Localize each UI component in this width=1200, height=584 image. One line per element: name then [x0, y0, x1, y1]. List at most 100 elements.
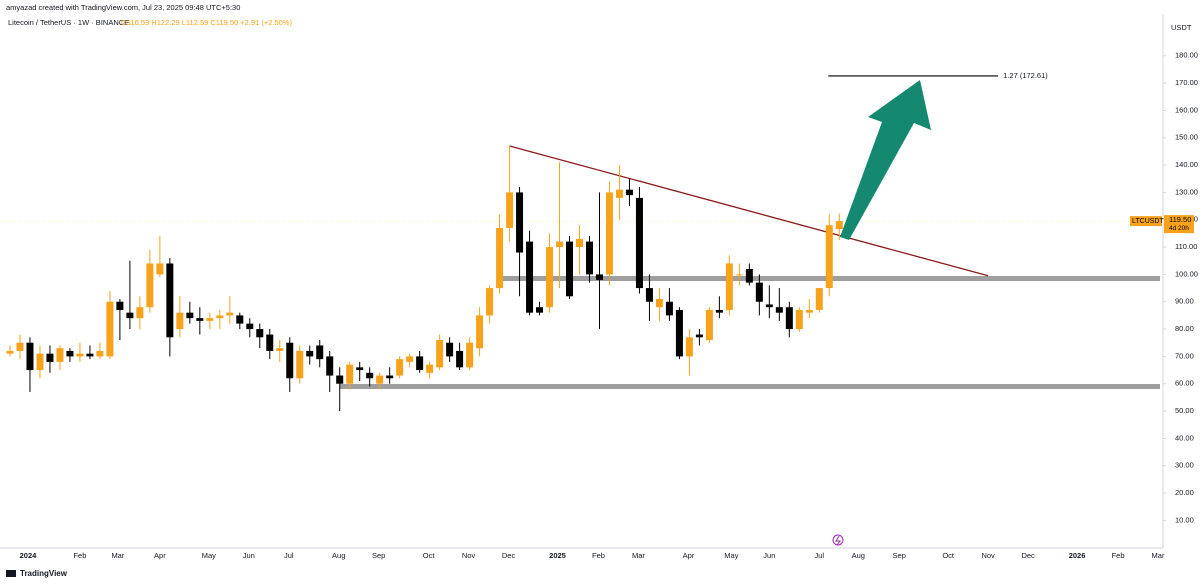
y-tick-label: 130.00 [1175, 187, 1198, 196]
candle-body [56, 348, 64, 362]
candle-body [376, 375, 384, 384]
fib-label: 1.27 (172.61) [1003, 71, 1048, 80]
candle-body [216, 315, 224, 319]
candle-body [356, 367, 364, 371]
price-tag-bg [1164, 215, 1194, 234]
y-tick-label: 90.00 [1175, 297, 1194, 306]
candle-body [665, 301, 673, 316]
candle-body [675, 309, 683, 357]
x-tick-label: Feb [1112, 551, 1125, 560]
candle-body [625, 189, 633, 196]
event-icon-bolt [835, 535, 841, 546]
y-tick-label: 100.00 [1175, 269, 1198, 278]
y-tick-label: 140.00 [1175, 160, 1198, 169]
candle-body [316, 345, 324, 360]
x-tick-label: Oct [942, 551, 955, 560]
candle-body [725, 263, 733, 310]
arrow-annotation [840, 80, 931, 240]
x-tick-label: Aug [852, 551, 865, 560]
y-tick-label: 50.00 [1175, 406, 1194, 415]
y-tick-label: 40.00 [1175, 433, 1194, 442]
x-tick-label: 2026 [1069, 551, 1086, 560]
candle-body [615, 189, 623, 198]
candle-body [576, 238, 584, 248]
price-tag-countdown: 4d 20h [1169, 225, 1189, 232]
candle-body [346, 364, 354, 384]
candle-body [595, 274, 603, 280]
x-tick-label: Aug [332, 551, 345, 560]
x-tick-label: Nov [981, 551, 995, 560]
candle-body [805, 309, 813, 313]
x-tick-label: Sep [893, 551, 906, 560]
price-tag-symbol-bg [1130, 216, 1162, 227]
candle-body [276, 348, 284, 351]
y-tick-label: 110.00 [1175, 242, 1197, 251]
candle-body [645, 288, 653, 302]
candle-body [106, 301, 114, 357]
x-tick-label: Apr [154, 551, 166, 560]
x-tick-label: Jun [243, 551, 255, 560]
y-tick-label: 30.00 [1175, 461, 1194, 470]
candle-body [186, 312, 194, 319]
x-tick-label: Dec [502, 551, 516, 560]
candle-body [166, 263, 174, 338]
candle-body [695, 334, 703, 338]
candle-body [266, 334, 274, 351]
candle-body [815, 288, 823, 310]
x-tick-label: Jun [763, 551, 775, 560]
candle-body [456, 350, 464, 368]
candle-body [506, 192, 514, 228]
x-tick-label: Oct [423, 551, 436, 560]
candle-body [6, 350, 14, 354]
x-tick-label: Mar [632, 551, 645, 560]
candle-body [16, 342, 24, 351]
candle-body [336, 375, 344, 384]
x-tick-label: 2025 [549, 551, 566, 560]
candle-body [635, 197, 643, 289]
axis-unit: USDT [1171, 23, 1192, 32]
price-tag-value: 119.50 [1169, 215, 1191, 224]
brand-logo [6, 570, 16, 577]
candle-body [196, 318, 204, 321]
candle-body [206, 318, 214, 321]
candle-body [795, 309, 803, 330]
candle-body [66, 350, 74, 357]
candle-body [516, 192, 524, 253]
candle-body [446, 342, 454, 357]
candle-body [775, 307, 783, 313]
candle-body [406, 356, 414, 362]
y-tick-label: 180.00 [1175, 51, 1198, 60]
candle-body [36, 353, 44, 371]
candle-body [86, 353, 94, 357]
candle-body [416, 356, 424, 371]
candle-body [396, 359, 404, 376]
candle-body [556, 241, 564, 248]
candle-body [236, 315, 244, 324]
candle-body [715, 309, 723, 313]
candle-body [705, 309, 713, 341]
candle-body [146, 263, 154, 308]
candle-body [286, 342, 294, 379]
candle-body [496, 227, 504, 289]
x-tick-label: Jul [284, 551, 294, 560]
trendline [509, 145, 989, 277]
y-tick-label: 160.00 [1175, 105, 1198, 114]
candle-body [476, 315, 484, 349]
event-icon [832, 534, 844, 546]
candle-body [546, 247, 554, 308]
candle-body [386, 375, 394, 379]
y-tick-label: 170.00 [1175, 78, 1198, 87]
x-tick-label: 2024 [20, 551, 38, 560]
x-tick-label: May [202, 551, 216, 560]
candle-body [655, 299, 663, 308]
candle-body [526, 241, 534, 313]
candle-body [585, 241, 593, 275]
x-tick-label: Feb [73, 551, 86, 560]
x-tick-label: Nov [462, 551, 476, 560]
candle-body [96, 350, 104, 357]
symbol-title: Litecoin / TetherUS · 1W · BINANCE [8, 18, 129, 27]
candle-body [256, 329, 264, 338]
candle-body [785, 307, 793, 330]
